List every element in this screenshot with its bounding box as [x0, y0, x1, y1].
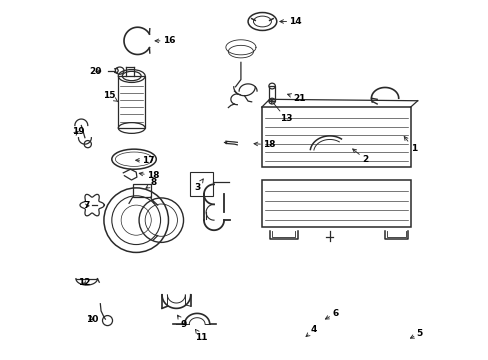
Text: 19: 19	[72, 127, 84, 136]
Text: 4: 4	[305, 325, 317, 337]
Text: 15: 15	[102, 91, 118, 102]
Text: 14: 14	[279, 17, 301, 26]
Bar	[261, 180, 410, 226]
Text: 18: 18	[253, 140, 275, 149]
Bar	[261, 107, 410, 167]
Text: 13: 13	[270, 100, 291, 123]
Text: 18: 18	[139, 171, 159, 180]
Text: 3: 3	[194, 179, 203, 192]
Text: 20: 20	[89, 67, 102, 76]
Text: 10: 10	[86, 315, 98, 324]
Text: 1: 1	[404, 136, 416, 153]
Text: 12: 12	[78, 278, 90, 287]
Text: 5: 5	[409, 329, 422, 338]
Text: 11: 11	[195, 329, 207, 342]
Text: 7: 7	[83, 201, 89, 210]
Text: 17: 17	[136, 156, 155, 165]
Bar	[190, 172, 213, 196]
Bar	[118, 76, 145, 128]
Text: 9: 9	[177, 315, 186, 329]
Text: 8: 8	[145, 178, 157, 188]
Bar	[268, 86, 275, 101]
Bar	[132, 184, 150, 197]
Text: 16: 16	[155, 36, 175, 45]
Text: 2: 2	[352, 149, 367, 164]
Text: 6: 6	[325, 309, 338, 319]
Text: 21: 21	[287, 94, 305, 103]
